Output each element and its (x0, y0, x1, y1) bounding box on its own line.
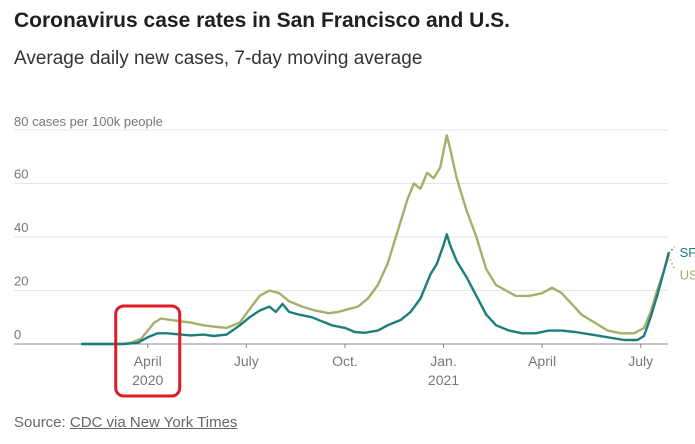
series-line-us (80, 134, 670, 346)
source-link[interactable]: CDC via New York Times (69, 414, 238, 431)
series-line-sf (80, 233, 670, 346)
series-label-sf: SF (680, 245, 695, 260)
x-tick-label: April (528, 353, 556, 369)
y-tick-label: 20 (14, 274, 28, 289)
series-leader-sf (668, 246, 676, 254)
highlight-box (114, 304, 182, 398)
x-tick-label: Jan. (430, 353, 456, 369)
series-leader-us (667, 255, 676, 271)
x-tick-label: July (234, 353, 259, 369)
y-tick-label: 60 (14, 167, 28, 182)
x-tick-year-label: 2020 (132, 372, 163, 388)
series-label-us: US (680, 268, 695, 283)
x-tick-label: July (628, 353, 653, 369)
x-tick-label: April (134, 353, 162, 369)
y-tick-label: 0 (14, 327, 21, 342)
chart-title: Coronavirus case rates in San Francisco … (14, 9, 511, 32)
y-axis-ticks: 0 20 40 60 (14, 167, 28, 343)
source-prefix: Source: (14, 414, 70, 431)
y-axis-unit-label: 80 cases per 100k people (14, 114, 163, 129)
x-tick-label: Oct. (332, 353, 358, 369)
annotation-layer (114, 304, 182, 398)
x-axis-ticks: April 2020 July Oct. Jan. 2021 April July (132, 344, 653, 388)
y-tick-label: 40 (14, 220, 28, 235)
series-labels: US SF (680, 245, 695, 283)
chart-subtitle: Average daily new cases, 7-day moving av… (14, 48, 423, 69)
x-tick-year-label: 2021 (428, 372, 459, 388)
source-line: Source: CDC via New York Times (14, 414, 237, 431)
series-lines (80, 134, 676, 346)
